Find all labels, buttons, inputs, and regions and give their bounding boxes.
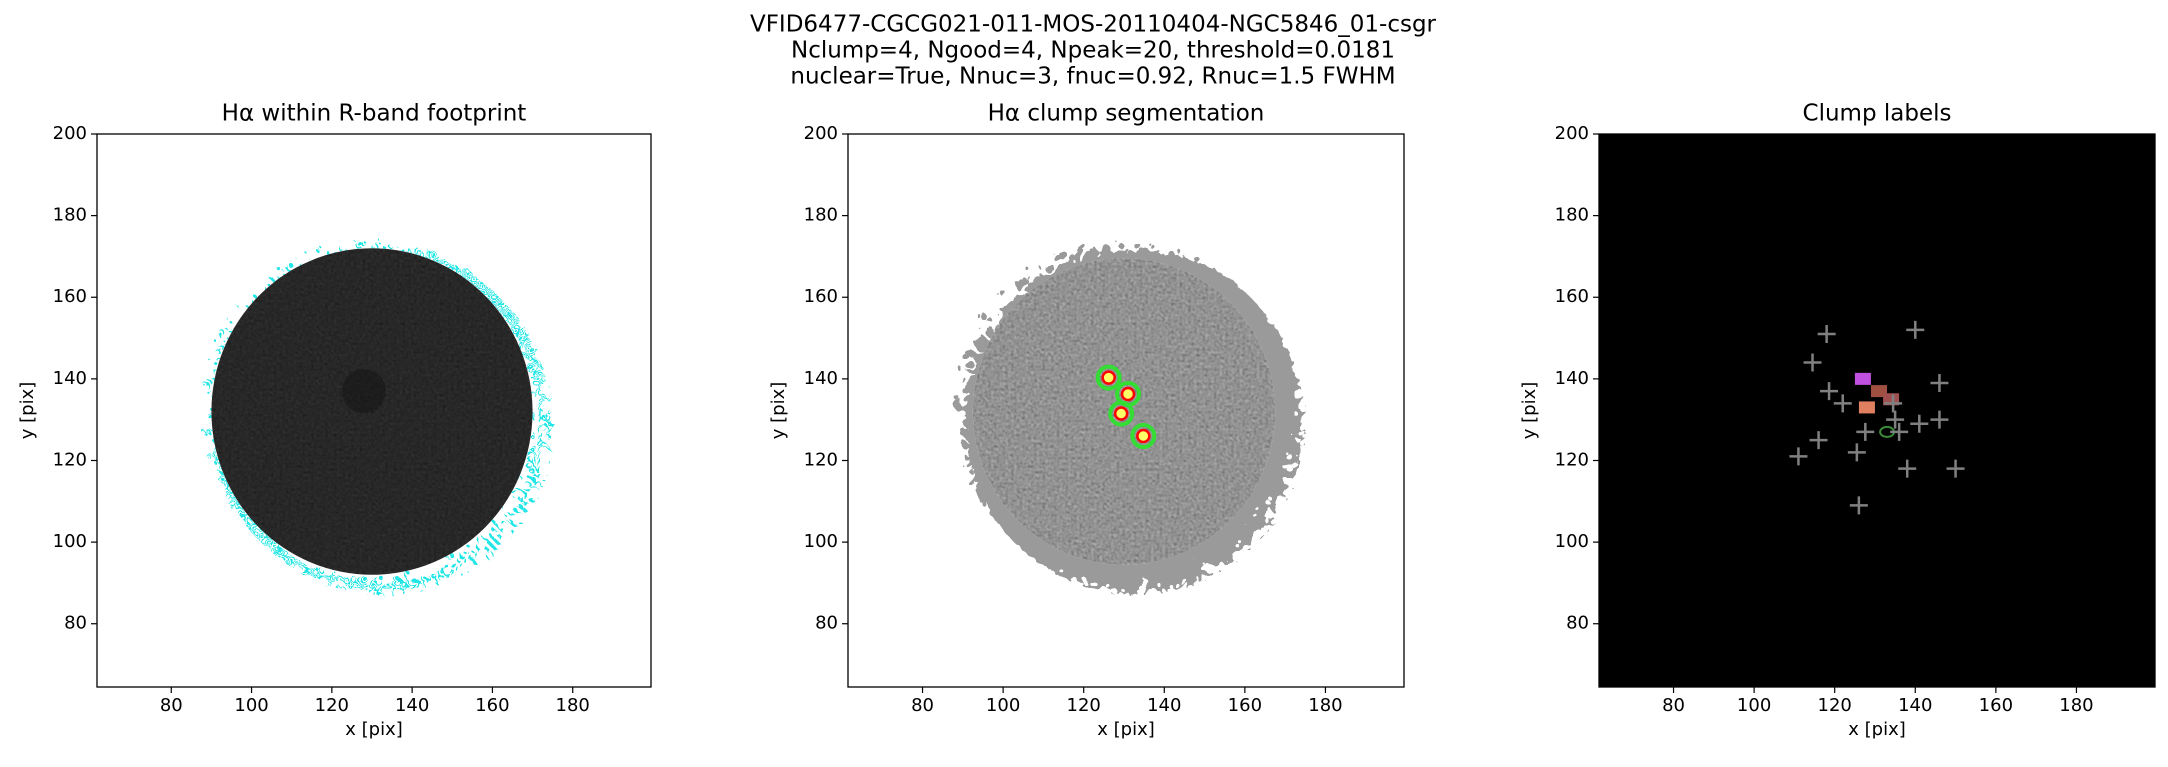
- footprint-outline: [202, 239, 542, 584]
- y-tick-label: 200: [804, 123, 838, 144]
- x-tick-label: 180: [2059, 695, 2093, 716]
- clump-marker: [1136, 428, 1151, 444]
- image-layer: [954, 240, 1294, 583]
- x-tick-label: 160: [1979, 695, 2013, 716]
- y-tick-label: 160: [53, 286, 87, 307]
- y-tick-label: 140: [804, 368, 838, 389]
- clump-ring: [1108, 400, 1135, 427]
- y-tick-label: 140: [1555, 368, 1589, 389]
- peak-marker: [1946, 459, 1965, 478]
- suptitle: nuclear=True, Nnuc=3, fnuc=0.92, Rnuc=1.…: [790, 64, 1395, 90]
- peak-marker: [1898, 459, 1917, 478]
- image-layer: [202, 239, 542, 584]
- y-tick-label: 80: [815, 613, 838, 634]
- axes-background: [1599, 134, 2155, 687]
- peak-marker: [1789, 447, 1808, 466]
- y-tick-label: 180: [1555, 205, 1589, 226]
- peak-marker: [1930, 373, 1949, 392]
- y-axis-label: y [pix]: [768, 382, 789, 440]
- x-tick-label: 120: [1818, 695, 1852, 716]
- axes-frame: [96, 133, 652, 688]
- image-layer: [1789, 320, 1965, 515]
- peak-marker: [1890, 422, 1909, 441]
- x-tick-label: 140: [395, 695, 429, 716]
- peak-marker: [1906, 320, 1925, 339]
- x-tick-label: 120: [1067, 695, 1101, 716]
- y-tick-label: 120: [53, 449, 87, 470]
- clump-marker: [1101, 370, 1116, 385]
- suptitle: Nclump=4, Ngood=4, Npeak=20, threshold=0…: [791, 38, 1395, 64]
- axes-frame: [1598, 133, 2156, 688]
- axes-frame: [847, 133, 1405, 688]
- clump-ring: [1130, 423, 1157, 450]
- suptitle: VFID6477-CGCG021-011-MOS-20110404-NGC584…: [750, 12, 1437, 38]
- y-tick-label: 160: [1555, 286, 1589, 307]
- peak-marker: [1803, 353, 1822, 372]
- y-tick-label: 120: [804, 449, 838, 470]
- clump-ring: [1095, 364, 1122, 391]
- x-tick-label: 80: [1662, 695, 1685, 716]
- x-axis-label: x [pix]: [345, 719, 403, 740]
- peak-marker: [1849, 496, 1868, 515]
- y-tick-label: 160: [804, 286, 838, 307]
- x-axis-label: x [pix]: [1848, 719, 1906, 740]
- x-tick-label: 160: [475, 695, 509, 716]
- axes-title: Hα within R-band footprint: [222, 101, 527, 127]
- halpha-core: [341, 369, 386, 414]
- y-tick-label: 80: [64, 613, 87, 634]
- x-tick-label: 160: [1228, 695, 1262, 716]
- peak-marker: [1884, 394, 1903, 413]
- y-tick-label: 180: [53, 205, 87, 226]
- y-tick-label: 100: [804, 531, 838, 552]
- x-tick-label: 180: [556, 695, 590, 716]
- axes-title: Hα clump segmentation: [988, 101, 1265, 127]
- y-tick-label: 200: [1555, 123, 1589, 144]
- peak-marker: [1886, 410, 1905, 429]
- y-tick-label: 100: [53, 531, 87, 552]
- y-tick-label: 100: [1555, 531, 1589, 552]
- y-tick-label: 200: [53, 123, 87, 144]
- y-tick-label: 180: [804, 205, 838, 226]
- x-tick-label: 180: [1308, 695, 1342, 716]
- clump-marker: [1113, 406, 1129, 421]
- x-tick-label: 140: [1147, 695, 1181, 716]
- x-tick-label: 80: [160, 695, 183, 716]
- y-axis-label: y [pix]: [17, 382, 38, 440]
- y-tick-label: 140: [53, 368, 87, 389]
- axes-title: Clump labels: [1803, 101, 1952, 127]
- x-tick-label: 100: [986, 695, 1020, 716]
- peak-marker: [1820, 382, 1839, 401]
- x-axis-label: x [pix]: [1097, 719, 1155, 740]
- y-tick-label: 120: [1555, 449, 1589, 470]
- peak-marker: [1856, 422, 1875, 441]
- x-tick-label: 100: [1737, 695, 1771, 716]
- clump-label-patch: [1871, 385, 1888, 398]
- peak-marker: [1930, 410, 1949, 429]
- clump-label-patch: [1854, 372, 1871, 385]
- x-tick-label: 80: [911, 695, 934, 716]
- clump-label-patch: [1858, 401, 1875, 414]
- peak-marker: [1847, 443, 1866, 462]
- clump-marker: [1120, 386, 1136, 402]
- x-tick-label: 120: [315, 695, 349, 716]
- peak-marker: [1833, 394, 1852, 413]
- y-tick-label: 80: [1566, 613, 1589, 634]
- y-axis-label: y [pix]: [1519, 382, 1540, 440]
- peak-marker: [1817, 324, 1836, 343]
- peak-marker: [1910, 414, 1929, 433]
- x-tick-label: 100: [234, 695, 268, 716]
- peak-marker: [1809, 431, 1828, 450]
- x-tick-label: 140: [1898, 695, 1932, 716]
